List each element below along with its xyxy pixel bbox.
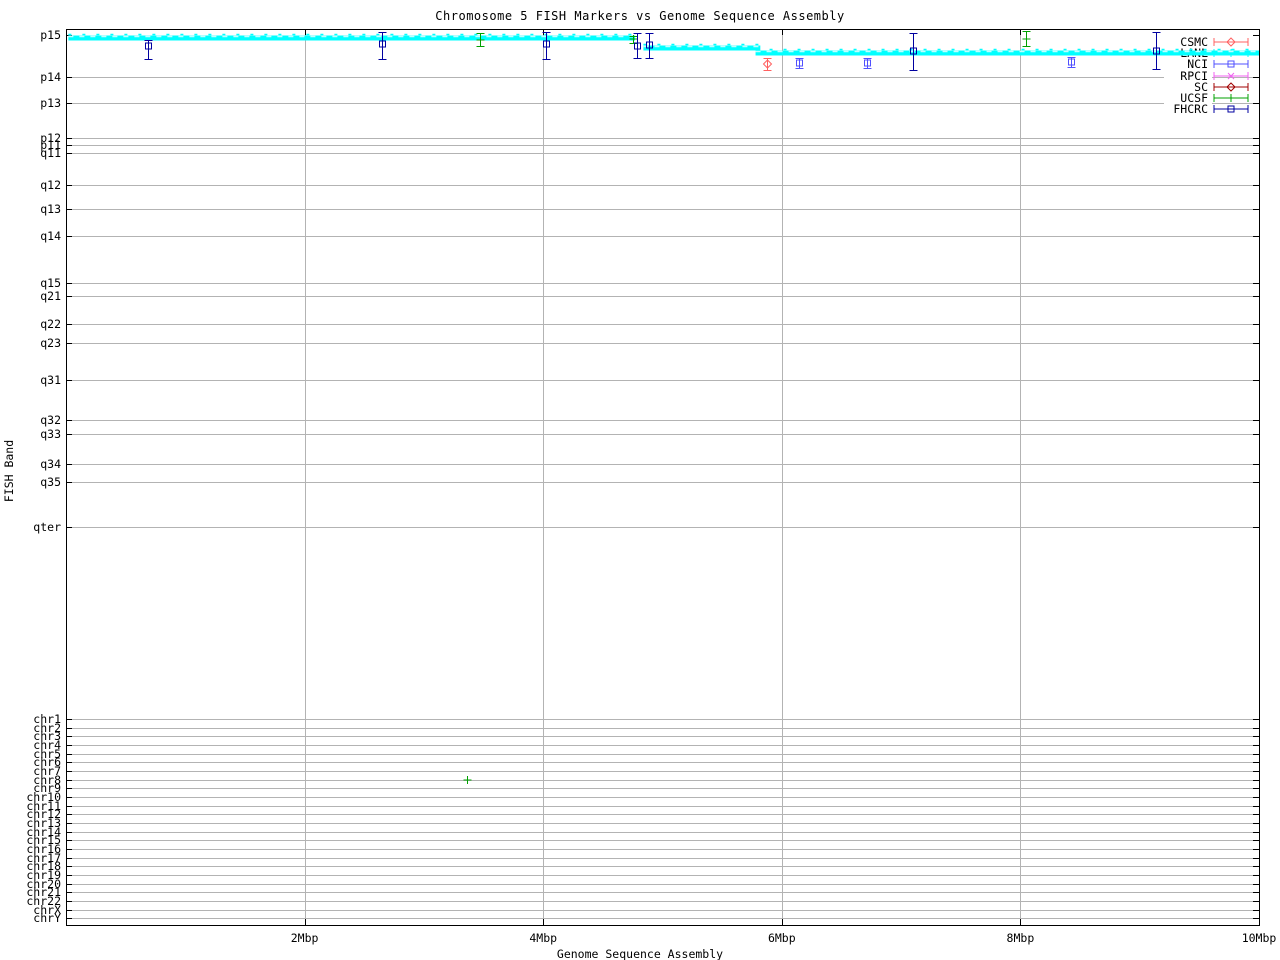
x-tick-labels: 2Mbp 4Mbp 6Mbp 8Mbp 10Mbp xyxy=(291,931,1277,945)
svg-text:UCSF: UCSF xyxy=(1180,91,1208,105)
legend-entry-NCI: NCI xyxy=(1164,57,1249,71)
series-FHCRC xyxy=(144,32,1161,71)
svg-text:CSMC: CSMC xyxy=(1180,35,1208,49)
svg-text:6Mbp: 6Mbp xyxy=(768,931,796,945)
legend-entry-SC: SC xyxy=(1164,80,1249,94)
series-NCI xyxy=(795,57,1076,69)
svg-text:q23: q23 xyxy=(40,336,61,350)
svg-text:chr8: chr8 xyxy=(33,773,61,787)
svg-text:chr22: chr22 xyxy=(26,894,61,908)
svg-text:q35: q35 xyxy=(40,475,61,489)
svg-text:q11: q11 xyxy=(40,146,61,160)
svg-text:q34: q34 xyxy=(40,457,61,471)
svg-text:p11: p11 xyxy=(40,138,61,152)
svg-text:chr4: chr4 xyxy=(33,738,61,752)
legend-entry-CSMC: CSMC xyxy=(1164,35,1249,49)
svg-text:RPCI: RPCI xyxy=(1180,69,1208,83)
legend-entry-UCSF: UCSF xyxy=(1164,91,1249,105)
svg-text:chrY: chrY xyxy=(33,911,61,925)
svg-text:2Mbp: 2Mbp xyxy=(291,931,319,945)
svg-text:q33: q33 xyxy=(40,427,61,441)
svg-text:q31: q31 xyxy=(40,373,61,387)
gridlines xyxy=(66,29,1259,925)
svg-text:8Mbp: 8Mbp xyxy=(1007,931,1035,945)
svg-text:chr2: chr2 xyxy=(33,721,61,735)
svg-text:q32: q32 xyxy=(40,413,61,427)
svg-text:chr12: chr12 xyxy=(26,807,61,821)
svg-text:q12: q12 xyxy=(40,178,61,192)
svg-text:q14: q14 xyxy=(40,229,61,243)
svg-text:chr1: chr1 xyxy=(33,712,61,726)
svg-text:chr9: chr9 xyxy=(33,781,61,795)
series-LANL xyxy=(68,33,1259,56)
svg-text:qter: qter xyxy=(33,520,61,534)
svg-text:q15: q15 xyxy=(40,276,61,290)
svg-text:4Mbp: 4Mbp xyxy=(529,931,557,945)
svg-text:chr17: chr17 xyxy=(26,851,61,865)
svg-text:chr5: chr5 xyxy=(33,747,61,761)
svg-text:chr6: chr6 xyxy=(33,755,61,769)
x-axis-label: Genome Sequence Assembly xyxy=(556,947,724,960)
svg-text:p14: p14 xyxy=(40,70,61,84)
svg-text:10Mbp: 10Mbp xyxy=(1242,931,1277,945)
svg-text:q21: q21 xyxy=(40,289,61,303)
svg-text:q22: q22 xyxy=(40,317,61,331)
svg-text:chr3: chr3 xyxy=(33,729,61,743)
svg-text:SC: SC xyxy=(1194,80,1208,94)
svg-text:p12: p12 xyxy=(40,131,61,145)
svg-text:chr10: chr10 xyxy=(26,790,61,804)
svg-text:chr21: chr21 xyxy=(26,885,61,899)
svg-text:chr7: chr7 xyxy=(33,764,61,778)
svg-text:chr13: chr13 xyxy=(26,816,61,830)
svg-text:p15: p15 xyxy=(40,28,61,42)
svg-text:p13: p13 xyxy=(40,96,61,110)
svg-text:chr11: chr11 xyxy=(26,799,61,813)
legend-entry-RPCI: RPCI xyxy=(1164,69,1249,83)
svg-text:chr20: chr20 xyxy=(26,877,61,891)
svg-text:chr15: chr15 xyxy=(26,833,61,847)
svg-text:chr18: chr18 xyxy=(26,859,61,873)
svg-text:chr14: chr14 xyxy=(26,825,61,839)
series-CSMC xyxy=(762,58,773,71)
axis-ticks xyxy=(66,29,1259,925)
chart-title: Chromosome 5 FISH Markers vs Genome Sequ… xyxy=(435,9,845,23)
svg-text:FHCRC: FHCRC xyxy=(1173,102,1208,116)
series-UCSF xyxy=(463,31,1031,784)
plot-border xyxy=(66,29,1260,926)
svg-text:q13: q13 xyxy=(40,202,61,216)
svg-text:NCI: NCI xyxy=(1187,57,1208,71)
svg-text:chr19: chr19 xyxy=(26,868,61,882)
legend-entry-FHCRC: FHCRC xyxy=(1164,102,1249,116)
svg-text:chr16: chr16 xyxy=(26,842,61,856)
svg-text:chrX: chrX xyxy=(33,903,61,917)
y-axis-label: FISH Band xyxy=(2,439,16,503)
